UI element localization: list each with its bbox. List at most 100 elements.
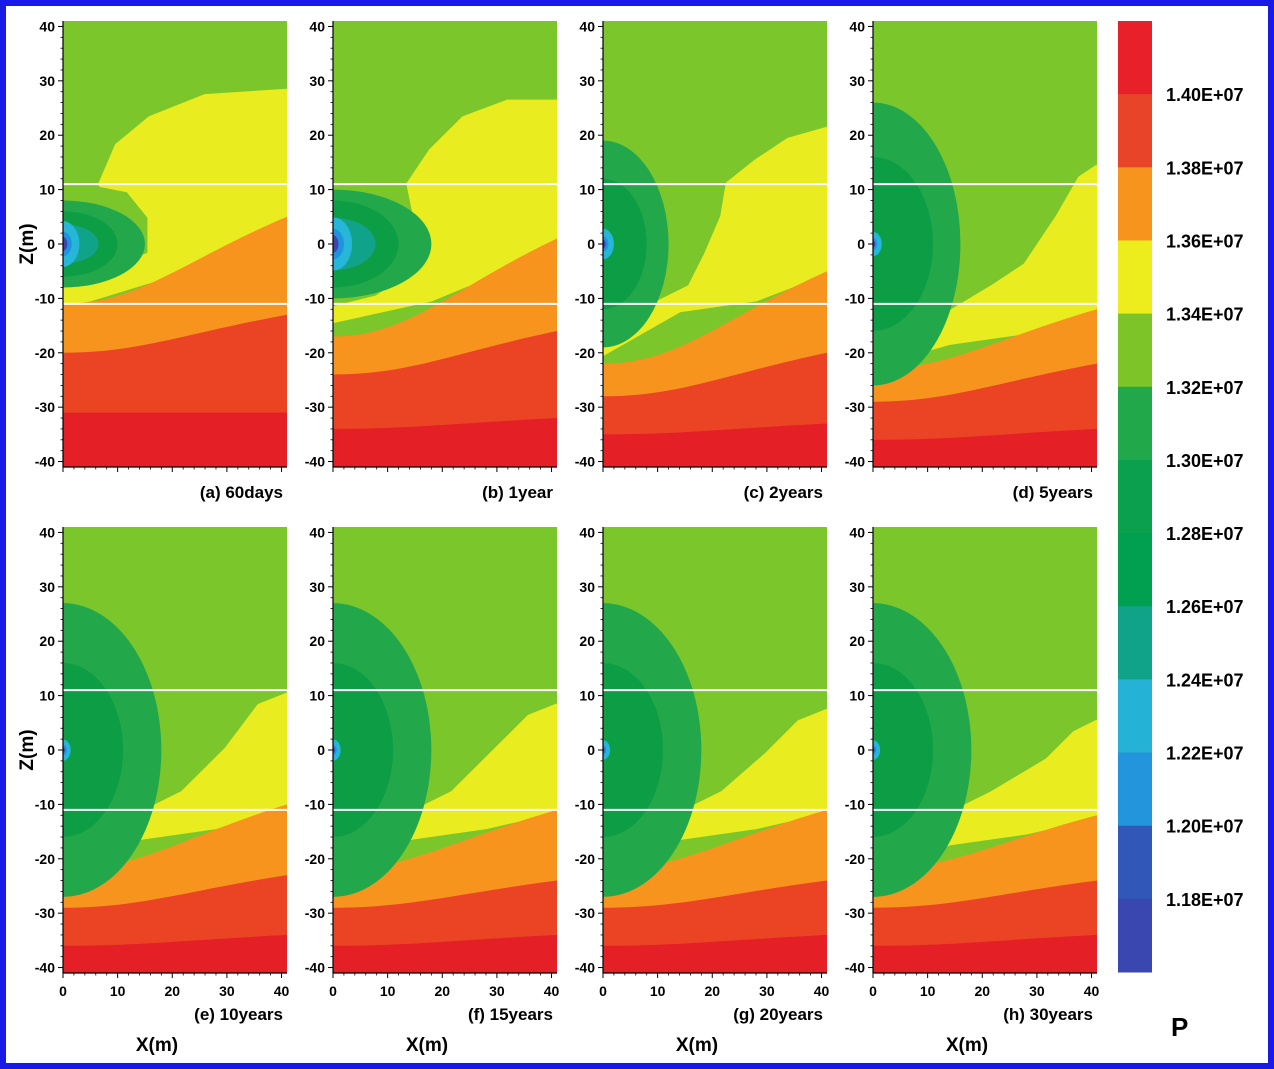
z-tick-label: -10 [845, 796, 865, 812]
z-tick-label: 30 [309, 73, 325, 89]
z-tick-label: 20 [579, 633, 595, 649]
z-tick-label: -20 [305, 851, 325, 867]
injection-well-marker [603, 239, 606, 249]
z-tick-label: 10 [39, 688, 55, 704]
z-tick-label: 20 [579, 127, 595, 143]
x-tick-label: 20 [974, 983, 990, 999]
x-tick-label: 30 [489, 983, 505, 999]
legend-swatch [1118, 459, 1152, 534]
z-tick-label: -20 [35, 345, 55, 361]
x-tick-label: 20 [164, 983, 180, 999]
x-tick-label: 10 [920, 983, 936, 999]
x-tick-label: 40 [1084, 983, 1100, 999]
z-tick-label: -40 [305, 454, 325, 470]
legend-variable-label: P [1171, 1012, 1188, 1042]
legend-label: 1.38E+07 [1166, 158, 1244, 178]
z-tick-label: 0 [587, 742, 595, 758]
z-tick-label: 40 [579, 524, 595, 540]
legend-swatch [1118, 679, 1152, 754]
z-tick-label: 40 [309, 18, 325, 34]
contour-band [603, 423, 827, 467]
legend-label: 1.18E+07 [1166, 890, 1244, 910]
x-tick-label: 10 [650, 983, 666, 999]
legend-swatch [1118, 240, 1152, 315]
z-tick-label: 20 [849, 633, 865, 649]
z-tick-label: -20 [845, 345, 865, 361]
z-tick-label: -40 [35, 960, 55, 976]
z-tick-label: -10 [575, 290, 595, 306]
z-tick-label: 10 [309, 182, 325, 198]
z-tick-label: 30 [39, 579, 55, 595]
legend-label: 1.22E+07 [1166, 744, 1244, 764]
z-tick-label: -40 [35, 454, 55, 470]
z-tick-label: 40 [849, 524, 865, 540]
panel-caption: (h) 30years [1003, 1005, 1093, 1024]
x-tick-label: 40 [544, 983, 560, 999]
injection-well-marker [63, 237, 68, 251]
injection-well-marker [333, 235, 339, 253]
legend-label: 1.28E+07 [1166, 524, 1244, 544]
x-tick-label: 0 [329, 983, 337, 999]
panel-caption: (a) 60days [200, 483, 283, 502]
z-tick-label: 40 [39, 524, 55, 540]
z-tick-label: 20 [309, 127, 325, 143]
panel-c: 40 30 20 10 0 -10 -20 -30 -40 (c) 2years [575, 18, 827, 502]
z-tick-label: -30 [35, 399, 55, 415]
z-tick-label: 10 [579, 182, 595, 198]
contour-band [873, 740, 881, 760]
x-axis-title: X(m) [946, 1035, 988, 1056]
z-tick-label: 10 [579, 688, 595, 704]
x-tick-label: 10 [380, 983, 396, 999]
legend-label: 1.32E+07 [1166, 378, 1244, 398]
z-tick-label: -30 [575, 399, 595, 415]
legend-label: 1.26E+07 [1166, 597, 1244, 617]
panel-caption: (c) 2years [744, 483, 823, 502]
legend-label: 1.40E+07 [1166, 85, 1244, 105]
legend-swatch [1118, 752, 1152, 827]
contour-band [63, 934, 287, 973]
z-tick-label: -40 [305, 960, 325, 976]
contour-band [873, 428, 1097, 467]
x-axis-title: X(m) [136, 1035, 178, 1056]
z-tick-label: -10 [305, 796, 325, 812]
z-tick-label: -30 [305, 905, 325, 921]
panel-a: 40 30 20 10 0 -10 -20 -30 -40 (a) 60days Z(m) [17, 18, 287, 502]
x-tick-label: 0 [869, 983, 877, 999]
z-tick-label: -10 [845, 290, 865, 306]
legend-swatch [1118, 313, 1152, 388]
contour-band [333, 934, 557, 973]
panel-caption: (d) 5years [1013, 483, 1093, 502]
z-tick-label: 20 [39, 633, 55, 649]
contour-band [333, 663, 394, 837]
z-tick-label: -30 [845, 399, 865, 415]
panel-b: 40 30 20 10 0 -10 -20 -30 -40 (b) 1year [305, 18, 557, 502]
panel-caption: (e) 10years [194, 1005, 283, 1024]
x-tick-label: 20 [704, 983, 720, 999]
z-tick-label: -40 [575, 960, 595, 976]
z-tick-label: 0 [47, 236, 55, 252]
contour-band [603, 126, 827, 356]
z-tick-label: -40 [845, 960, 865, 976]
contour-band [63, 88, 287, 307]
z-tick-label: -20 [305, 345, 325, 361]
z-tick-label: 20 [849, 127, 865, 143]
x-tick-label: 0 [599, 983, 607, 999]
z-tick-label: -10 [35, 796, 55, 812]
contour-band [333, 418, 557, 467]
z-tick-label: 40 [309, 524, 325, 540]
z-tick-label: 10 [849, 688, 865, 704]
z-tick-label: -30 [845, 905, 865, 921]
legend-label: 1.24E+07 [1166, 670, 1244, 690]
legend-swatch [1118, 21, 1152, 95]
z-tick-label: 10 [39, 182, 55, 198]
legend-label: 1.20E+07 [1166, 817, 1244, 837]
x-tick-label: 30 [759, 983, 775, 999]
x-axis-title: X(m) [406, 1035, 448, 1056]
z-tick-label: -10 [305, 290, 325, 306]
z-tick-label: -20 [35, 851, 55, 867]
z-tick-label: 30 [849, 579, 865, 595]
z-tick-label: 40 [579, 18, 595, 34]
z-tick-label: -30 [305, 399, 325, 415]
